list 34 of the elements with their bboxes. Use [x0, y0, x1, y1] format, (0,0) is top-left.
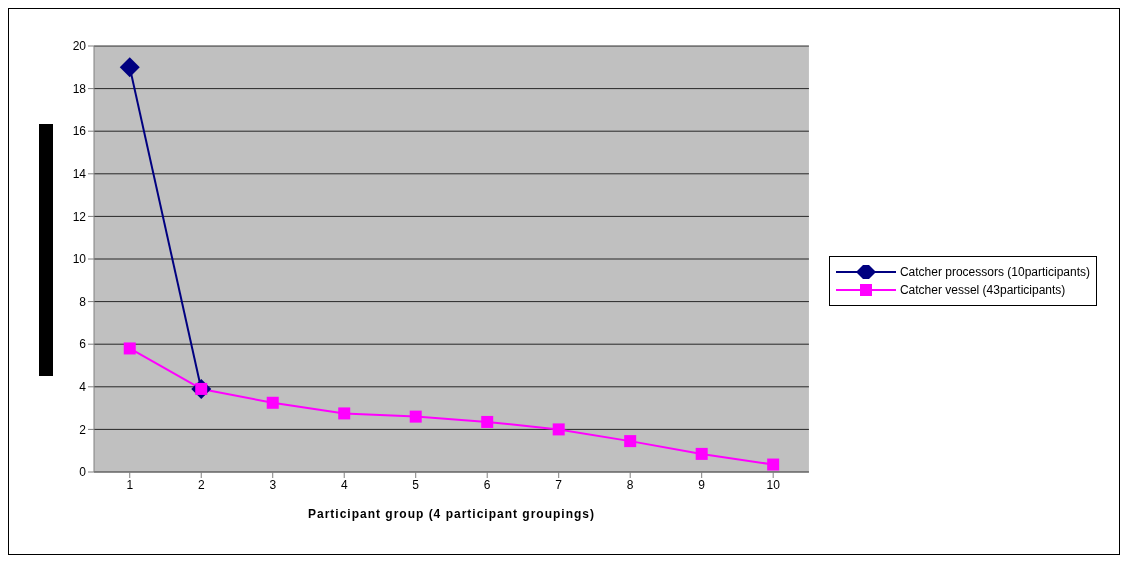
y-tick-label: 6 [79, 337, 87, 352]
y-tick-label: 0 [79, 465, 87, 480]
y-tick-label: 16 [72, 124, 87, 139]
x-tick-label: 4 [340, 477, 348, 492]
x-tick-label: 8 [626, 477, 634, 492]
y-tick-label: 10 [72, 252, 87, 267]
x-tick-label: 5 [412, 477, 420, 492]
point [695, 447, 708, 460]
x-tick-label: 1 [126, 477, 134, 492]
legend-label: Catcher processors (10participants) [899, 264, 1090, 279]
x-tick-label: 6 [483, 477, 491, 492]
x-tick-label: 2 [197, 477, 205, 492]
x-tick-label: 3 [269, 477, 277, 492]
y-tick-label: 8 [79, 294, 87, 309]
point [123, 342, 136, 355]
y-tick-label: 12 [72, 209, 87, 224]
point [338, 407, 351, 420]
x-tick-label: 9 [698, 477, 706, 492]
point [119, 57, 140, 78]
point [552, 423, 565, 436]
point [624, 435, 637, 448]
point [266, 396, 279, 409]
point [767, 458, 780, 471]
point [481, 415, 494, 428]
x-tick-label: 7 [555, 477, 563, 492]
y-tick-label: 4 [79, 380, 87, 395]
x-tick-label: 10 [766, 477, 781, 492]
y-tick-label: 2 [79, 422, 87, 437]
y-tick-label: 14 [72, 167, 87, 182]
legend-label: Catcher vessel (43participants) [899, 282, 1066, 297]
y-tick-label: 18 [72, 81, 87, 96]
x-axis-title: Participant group (4 participant groupings) [307, 507, 595, 521]
point [409, 410, 422, 423]
y-tick-label: 20 [72, 39, 87, 54]
